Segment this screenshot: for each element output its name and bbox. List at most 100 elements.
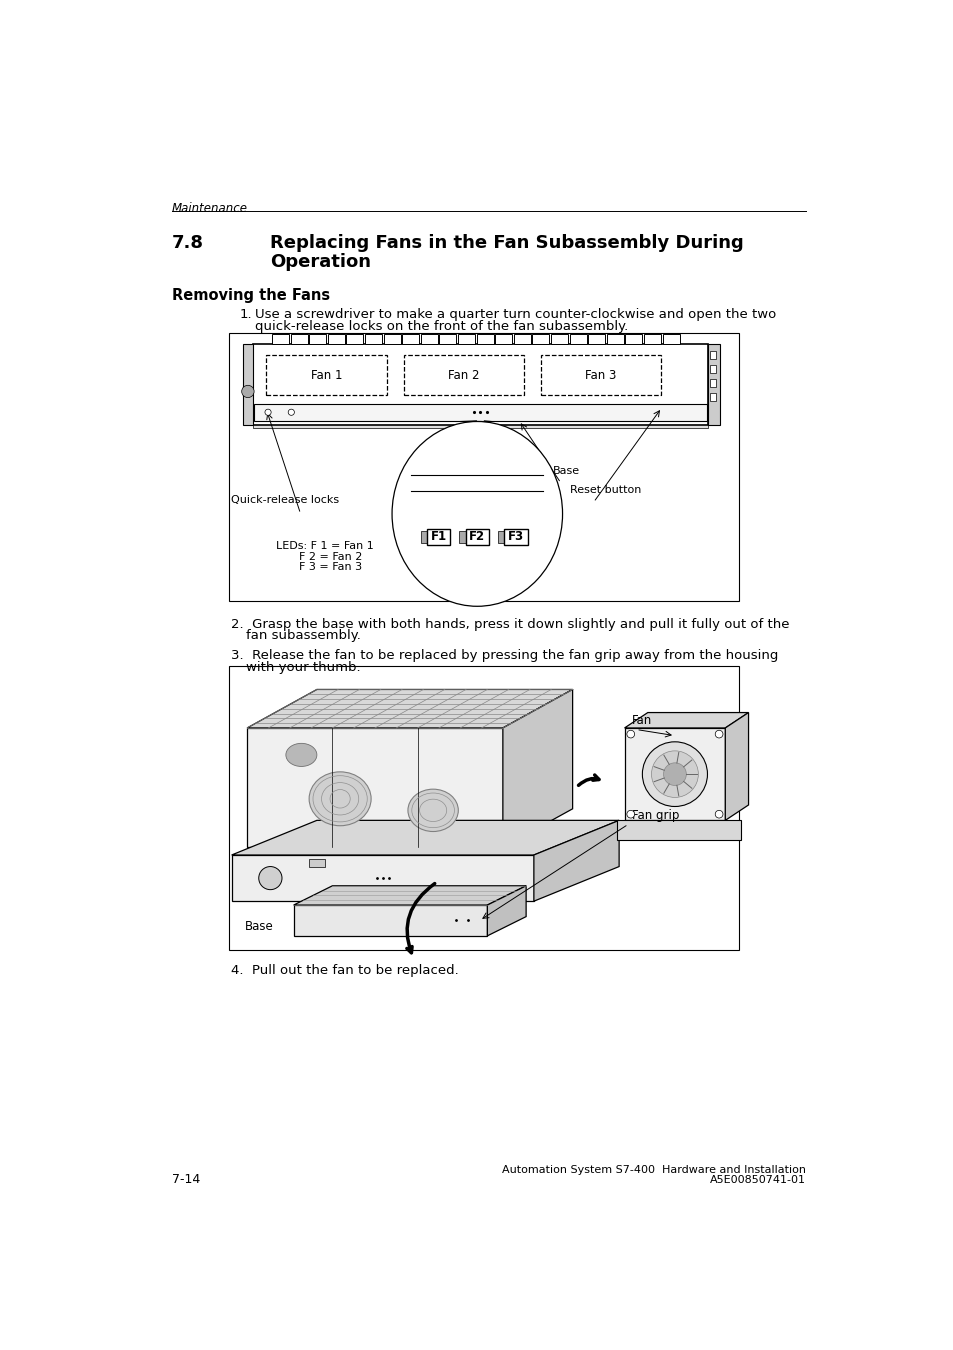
Bar (643, 333, 660, 344)
Bar (587, 333, 604, 344)
Bar (476, 333, 493, 344)
Circle shape (288, 409, 294, 416)
Bar (513, 333, 530, 344)
Text: F 2 = Fan 2: F 2 = Fan 2 (298, 552, 362, 562)
Bar (420, 531, 427, 543)
Text: F1: F1 (430, 531, 446, 544)
Circle shape (641, 741, 707, 806)
Bar (550, 333, 567, 344)
Text: F 3 = Fan 3: F 3 = Fan 3 (298, 563, 362, 572)
Polygon shape (294, 904, 487, 936)
Polygon shape (534, 821, 618, 902)
Bar (365, 333, 381, 344)
Text: Operation: Operation (270, 252, 371, 271)
Text: fan subassembly.: fan subassembly. (246, 629, 361, 643)
Bar (661, 333, 679, 344)
Text: 2.  Grasp the base with both hands, press it down slightly and pull it fully out: 2. Grasp the base with both hands, press… (231, 618, 788, 630)
Bar (272, 333, 289, 344)
Polygon shape (724, 713, 748, 821)
Bar (309, 333, 326, 344)
Text: 3.  Release the fan to be replaced by pressing the fan grip away from the housin: 3. Release the fan to be replaced by pre… (231, 649, 778, 663)
Polygon shape (294, 886, 525, 904)
Bar (229, 333, 739, 601)
Bar (504, 528, 527, 545)
Polygon shape (487, 886, 525, 936)
Bar (459, 531, 465, 543)
Bar (253, 344, 707, 424)
Text: Fan: Fan (632, 714, 652, 728)
Bar (253, 404, 706, 421)
Bar (420, 333, 437, 344)
Bar (624, 333, 641, 344)
Circle shape (715, 730, 722, 738)
Text: Fan 3: Fan 3 (584, 369, 616, 382)
Text: Fan 2: Fan 2 (448, 369, 479, 382)
Text: Fan 1: Fan 1 (311, 369, 342, 382)
Bar (229, 667, 739, 949)
Ellipse shape (408, 790, 457, 832)
Bar (266, 355, 386, 396)
Polygon shape (502, 690, 572, 848)
Bar (707, 344, 720, 424)
Polygon shape (624, 713, 748, 728)
Bar (606, 333, 623, 344)
Text: F2: F2 (469, 531, 485, 544)
Bar (709, 379, 716, 387)
Circle shape (626, 810, 634, 818)
Bar (402, 333, 418, 344)
Bar (709, 393, 716, 401)
Bar (243, 344, 253, 424)
Circle shape (265, 409, 271, 416)
Bar (709, 351, 716, 359)
Circle shape (241, 385, 253, 398)
Polygon shape (617, 821, 740, 840)
Text: quick-release locks on the front of the fan subassembly.: quick-release locks on the front of the … (254, 320, 627, 333)
Bar (346, 333, 363, 344)
Bar (540, 355, 660, 396)
Bar (253, 424, 707, 428)
Bar (465, 528, 488, 545)
Bar (569, 333, 586, 344)
Polygon shape (624, 728, 724, 821)
Text: Fan grip: Fan grip (632, 809, 679, 822)
Polygon shape (247, 728, 502, 848)
Ellipse shape (392, 421, 562, 606)
Text: A5E00850741-01: A5E00850741-01 (709, 1176, 805, 1185)
Circle shape (715, 810, 722, 818)
Text: with your thumb.: with your thumb. (246, 662, 360, 674)
Bar (497, 531, 504, 543)
Text: 4.  Pull out the fan to be replaced.: 4. Pull out the fan to be replaced. (231, 964, 458, 977)
Text: 7-14: 7-14 (172, 1173, 200, 1187)
Text: 7.8: 7.8 (172, 234, 204, 251)
Text: Use a screwdriver to make a quarter turn counter-clockwise and open the two: Use a screwdriver to make a quarter turn… (254, 308, 776, 321)
Ellipse shape (309, 772, 371, 826)
Text: Replacing Fans in the Fan Subassembly During: Replacing Fans in the Fan Subassembly Du… (270, 234, 743, 251)
Bar (495, 333, 512, 344)
Polygon shape (232, 855, 534, 902)
Circle shape (663, 763, 685, 786)
Text: Maintenance: Maintenance (172, 202, 248, 215)
Text: 1.: 1. (239, 308, 252, 321)
Bar (439, 333, 456, 344)
Circle shape (626, 730, 634, 738)
Text: F3: F3 (507, 531, 523, 544)
Text: LEDs: F 1 = Fan 1: LEDs: F 1 = Fan 1 (275, 541, 374, 551)
Bar (457, 333, 475, 344)
Bar (291, 333, 307, 344)
Polygon shape (232, 821, 618, 855)
Text: Reset button: Reset button (570, 486, 641, 495)
Ellipse shape (286, 744, 316, 767)
Text: Quick-release locks: Quick-release locks (231, 494, 338, 505)
Text: Automation System S7-400  Hardware and Installation: Automation System S7-400 Hardware and In… (501, 1165, 805, 1174)
Bar (309, 859, 324, 867)
Circle shape (651, 751, 698, 798)
Bar (403, 355, 523, 396)
Bar (709, 366, 716, 373)
Text: Removing the Fans: Removing the Fans (172, 288, 330, 302)
Bar (328, 333, 344, 344)
Polygon shape (247, 690, 572, 728)
Bar (532, 333, 549, 344)
Text: Base: Base (553, 466, 579, 477)
Bar (427, 528, 450, 545)
Text: Base: Base (245, 921, 274, 933)
